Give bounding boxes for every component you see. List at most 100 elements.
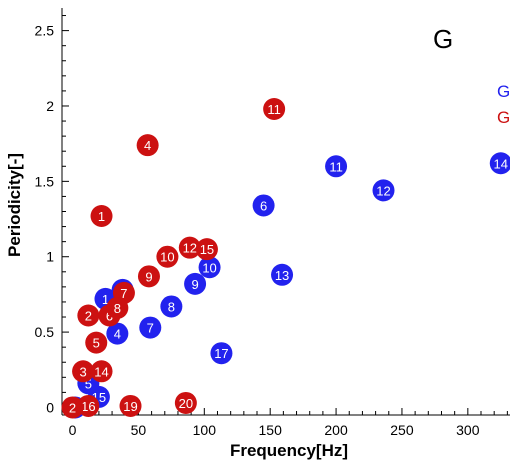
x-tick-label: 300 [456, 422, 480, 438]
red-marker [263, 97, 286, 120]
point-label: 14 [494, 156, 508, 171]
point-label: 6 [260, 198, 267, 213]
red-marker [195, 238, 218, 261]
point-label: 12 [183, 241, 197, 256]
red-marker [174, 391, 197, 414]
legend-entry-red: G [497, 108, 510, 127]
red-marker [106, 296, 129, 319]
point-label: 20 [179, 396, 193, 411]
y-tick-label: 2.5 [35, 23, 55, 39]
red-marker [178, 236, 201, 259]
blue-marker [198, 256, 221, 279]
point-label: 4 [144, 138, 151, 153]
red-marker [90, 205, 113, 228]
red-marker [156, 245, 179, 268]
point-label: 8 [114, 301, 121, 316]
red-marker [85, 331, 108, 354]
data-point: 8 [106, 296, 129, 319]
point-label: 2 [69, 400, 76, 415]
point-label: 17 [214, 346, 228, 361]
blue-marker [160, 295, 183, 318]
data-point: 4 [106, 322, 129, 345]
x-axis-title: Frequency[Hz] [230, 441, 348, 460]
point-label: 10 [202, 260, 216, 275]
data-point: 8 [160, 295, 183, 318]
data-point: 12 [372, 179, 395, 202]
data-point: 10 [198, 256, 221, 279]
data-point: 15 [195, 238, 218, 261]
data-points: 1234567891011121314151712345678910111214… [61, 97, 510, 419]
y-tick-label: 0 [46, 399, 54, 415]
red-marker [136, 134, 159, 157]
data-point: 2 [61, 396, 84, 419]
point-label: 11 [329, 159, 343, 174]
point-label: 1 [102, 292, 109, 307]
data-point: 14 [90, 360, 113, 383]
data-point: 12 [178, 236, 201, 259]
point-label: 14 [94, 364, 108, 379]
point-label: 12 [376, 183, 390, 198]
y-axis-title: Periodicity[-] [5, 153, 24, 257]
blue-marker [210, 342, 233, 365]
data-point: 11 [325, 155, 348, 178]
blue-marker [372, 179, 395, 202]
data-point: 2 [77, 304, 100, 327]
point-label: 16 [81, 399, 95, 414]
point-label: 11 [267, 102, 281, 117]
red-marker [72, 360, 95, 383]
data-point: 17 [210, 342, 233, 365]
point-label: 15 [200, 242, 214, 257]
data-point: 6 [252, 194, 275, 217]
blue-marker [252, 194, 275, 217]
red-marker [61, 396, 84, 419]
data-point: 19 [119, 394, 142, 417]
data-point: 3 [72, 360, 95, 383]
red-marker [90, 360, 113, 383]
data-point: 1 [90, 205, 113, 228]
axis-ticks [62, 15, 508, 415]
data-point: 11 [263, 97, 286, 120]
data-point: 20 [174, 391, 197, 414]
point-label: 1 [98, 209, 105, 224]
point-label: 13 [275, 268, 289, 283]
x-tick-label: 100 [193, 422, 217, 438]
data-point: 4 [136, 134, 159, 157]
x-tick-label: 0 [69, 422, 77, 438]
panel-label: G [433, 24, 454, 54]
point-label: 5 [85, 376, 92, 391]
blue-marker [106, 322, 129, 345]
point-label: 4 [114, 327, 121, 342]
data-point: 5 [85, 331, 108, 354]
blue-marker [489, 152, 510, 175]
y-tick-label: 1.5 [35, 173, 55, 189]
data-point: 7 [139, 316, 162, 339]
x-tick-label: 150 [259, 422, 283, 438]
data-point: 13 [271, 263, 294, 286]
y-tick-labels: 0 0.5 1 1.5 2 2.5 [35, 23, 55, 416]
point-label: 19 [123, 399, 137, 414]
y-tick-label: 2 [46, 98, 54, 114]
red-marker [77, 394, 100, 417]
point-label: 9 [191, 277, 198, 292]
x-tick-label: 50 [131, 422, 147, 438]
data-point: 14 [489, 152, 510, 175]
data-point: 9 [137, 265, 160, 288]
x-tick-label: 200 [324, 422, 348, 438]
point-label: 9 [145, 269, 152, 284]
point-label: 10 [160, 250, 174, 265]
legend-entry-blue: G [497, 82, 510, 101]
data-point: 9 [184, 272, 207, 295]
x-tick-labels: 0 50 100 150 200 250 300 [69, 422, 480, 438]
point-label: 7 [147, 321, 154, 336]
x-tick-label: 250 [390, 422, 414, 438]
point-label: 6 [106, 309, 113, 324]
red-marker [119, 394, 142, 417]
y-tick-label: 1 [46, 249, 54, 265]
data-point: 10 [156, 245, 179, 268]
red-marker [137, 265, 160, 288]
blue-marker [271, 263, 294, 286]
red-marker [77, 304, 100, 327]
point-label: 3 [79, 364, 86, 379]
blue-marker [184, 272, 207, 295]
